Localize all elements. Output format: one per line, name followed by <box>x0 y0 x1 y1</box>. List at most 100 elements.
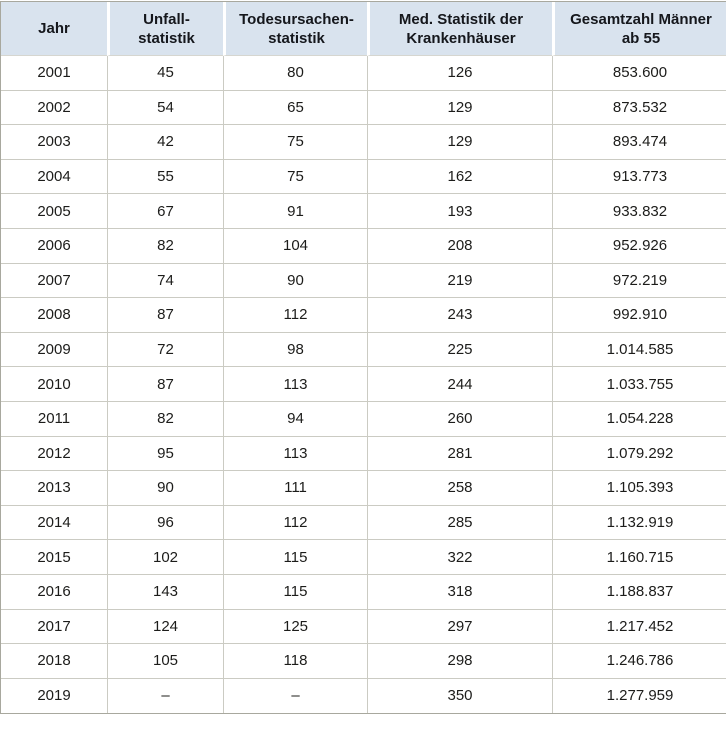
table-row: 2001 45 80 126 853.600 <box>1 56 726 91</box>
cell-jahr: 2016 <box>1 574 107 610</box>
cell-jahr: 2001 <box>1 56 107 91</box>
cell-todesursachenstatistik: 91 <box>223 194 367 229</box>
column-header-jahr: Jahr <box>1 2 107 56</box>
cell-unfallstatistik: 82 <box>107 401 223 437</box>
cell-jahr: 2002 <box>1 90 107 126</box>
cell-todesursachenstatistik: 90 <box>223 263 367 299</box>
cell-gesamtzahl-maenner-ab-55: 1.217.452 <box>552 609 726 645</box>
cell-todesursachenstatistik: 118 <box>223 644 367 679</box>
statistics-table: Jahr Unfall- statistik Todesursachen- st… <box>0 1 726 715</box>
cell-todesursachenstatistik: 80 <box>223 56 367 91</box>
cell-unfallstatistik: 45 <box>107 56 223 91</box>
cell-gesamtzahl-maenner-ab-55: 1.277.959 <box>552 678 726 714</box>
cell-jahr: 2018 <box>1 644 107 679</box>
table-row: 2013 90 111 258 1.105.393 <box>1 471 726 506</box>
table-row: 2010 87 113 244 1.033.755 <box>1 367 726 402</box>
cell-unfallstatistik: 95 <box>107 436 223 472</box>
cell-jahr: 2004 <box>1 159 107 195</box>
table-row: 2008 87 112 243 992.910 <box>1 298 726 333</box>
cell-med-statistik-krankenhaeuser: 318 <box>367 574 552 610</box>
cell-jahr: 2010 <box>1 367 107 402</box>
column-header-med-statistik-krankenhaeuser: Med. Statistik der Krankenhäuser <box>367 2 552 56</box>
cell-unfallstatistik: 90 <box>107 471 223 506</box>
cell-med-statistik-krankenhaeuser: 243 <box>367 298 552 333</box>
cell-med-statistik-krankenhaeuser: 258 <box>367 471 552 506</box>
cell-gesamtzahl-maenner-ab-55: 1.105.393 <box>552 471 726 506</box>
cell-todesursachenstatistik: 104 <box>223 228 367 264</box>
cell-gesamtzahl-maenner-ab-55: 853.600 <box>552 56 726 91</box>
cell-med-statistik-krankenhaeuser: 219 <box>367 263 552 299</box>
cell-todesursachenstatistik: 75 <box>223 159 367 195</box>
cell-todesursachenstatistik: 98 <box>223 332 367 368</box>
cell-jahr: 2019 <box>1 678 107 714</box>
cell-med-statistik-krankenhaeuser: 129 <box>367 125 552 160</box>
cell-todesursachenstatistik: 113 <box>223 436 367 472</box>
cell-gesamtzahl-maenner-ab-55: 893.474 <box>552 125 726 160</box>
cell-todesursachenstatistik: 112 <box>223 298 367 333</box>
cell-jahr: 2017 <box>1 609 107 645</box>
cell-todesursachenstatistik: 75 <box>223 125 367 160</box>
cell-med-statistik-krankenhaeuser: 298 <box>367 644 552 679</box>
cell-jahr: 2003 <box>1 125 107 160</box>
cell-gesamtzahl-maenner-ab-55: 913.773 <box>552 159 726 195</box>
cell-med-statistik-krankenhaeuser: 162 <box>367 159 552 195</box>
cell-todesursachenstatistik: 94 <box>223 401 367 437</box>
cell-med-statistik-krankenhaeuser: 322 <box>367 540 552 575</box>
cell-jahr: 2013 <box>1 471 107 506</box>
cell-unfallstatistik: 42 <box>107 125 223 160</box>
table-row: 2006 82 104 208 952.926 <box>1 228 726 264</box>
cell-jahr: 2007 <box>1 263 107 299</box>
cell-todesursachenstatistik: 65 <box>223 90 367 126</box>
column-header-unfallstatistik: Unfall- statistik <box>107 2 223 56</box>
table-row: 2019– –350 1.277.959 <box>1 678 726 714</box>
cell-jahr: 2011 <box>1 401 107 437</box>
cell-gesamtzahl-maenner-ab-55: 1.079.292 <box>552 436 726 472</box>
cell-unfallstatistik: 87 <box>107 298 223 333</box>
table-body: 2001 45 80 126 853.600 2002 54 65 129 873.532 2003… <box>1 56 726 714</box>
cell-med-statistik-krankenhaeuser: 126 <box>367 56 552 91</box>
table-row: 2012 95 113 281 1.079.292 <box>1 436 726 472</box>
table-row: 2002 54 65 129 873.532 <box>1 90 726 126</box>
cell-med-statistik-krankenhaeuser: 260 <box>367 401 552 437</box>
cell-todesursachenstatistik: 125 <box>223 609 367 645</box>
cell-gesamtzahl-maenner-ab-55: 873.532 <box>552 90 726 126</box>
column-header-gesamtzahl-maenner-ab-55: Gesamtzahl Männer ab 55 <box>552 2 726 56</box>
cell-todesursachenstatistik: 113 <box>223 367 367 402</box>
cell-unfallstatistik: 96 <box>107 505 223 541</box>
cell-gesamtzahl-maenner-ab-55: 992.910 <box>552 298 726 333</box>
table-row: 2009 72 98 225 1.014.585 <box>1 332 726 368</box>
cell-unfallstatistik: 105 <box>107 644 223 679</box>
cell-med-statistik-krankenhaeuser: 244 <box>367 367 552 402</box>
cell-todesursachenstatistik: 111 <box>223 471 367 506</box>
cell-jahr: 2006 <box>1 228 107 264</box>
cell-med-statistik-krankenhaeuser: 208 <box>367 228 552 264</box>
cell-med-statistik-krankenhaeuser: 285 <box>367 505 552 541</box>
table-row: 2007 74 90 219 972.219 <box>1 263 726 299</box>
table-row: 2017 124 125 297 1.217.452 <box>1 609 726 645</box>
table-row: 2016 143 115 318 1.188.837 <box>1 574 726 610</box>
cell-unfallstatistik: 87 <box>107 367 223 402</box>
cell-gesamtzahl-maenner-ab-55: 1.132.919 <box>552 505 726 541</box>
cell-med-statistik-krankenhaeuser: 350 <box>367 678 552 714</box>
header-row: Jahr Unfall- statistik Todesursachen- st… <box>1 2 726 56</box>
cell-todesursachenstatistik: 115 <box>223 574 367 610</box>
cell-gesamtzahl-maenner-ab-55: 1.033.755 <box>552 367 726 402</box>
table-row: 2014 96 112 285 1.132.919 <box>1 505 726 541</box>
column-header-todesursachenstatistik: Todesursachen- statistik <box>223 2 367 56</box>
cell-gesamtzahl-maenner-ab-55: 952.926 <box>552 228 726 264</box>
cell-med-statistik-krankenhaeuser: 281 <box>367 436 552 472</box>
cell-unfallstatistik: 54 <box>107 90 223 126</box>
cell-unfallstatistik: 102 <box>107 540 223 575</box>
cell-todesursachenstatistik: – <box>223 678 367 714</box>
cell-todesursachenstatistik: 115 <box>223 540 367 575</box>
table-header: Jahr Unfall- statistik Todesursachen- st… <box>1 2 726 56</box>
cell-unfallstatistik: 74 <box>107 263 223 299</box>
table-row: 2005 67 91 193 933.832 <box>1 194 726 229</box>
cell-gesamtzahl-maenner-ab-55: 933.832 <box>552 194 726 229</box>
cell-jahr: 2008 <box>1 298 107 333</box>
cell-gesamtzahl-maenner-ab-55: 972.219 <box>552 263 726 299</box>
cell-jahr: 2015 <box>1 540 107 575</box>
cell-gesamtzahl-maenner-ab-55: 1.188.837 <box>552 574 726 610</box>
cell-unfallstatistik: 72 <box>107 332 223 368</box>
cell-med-statistik-krankenhaeuser: 225 <box>367 332 552 368</box>
